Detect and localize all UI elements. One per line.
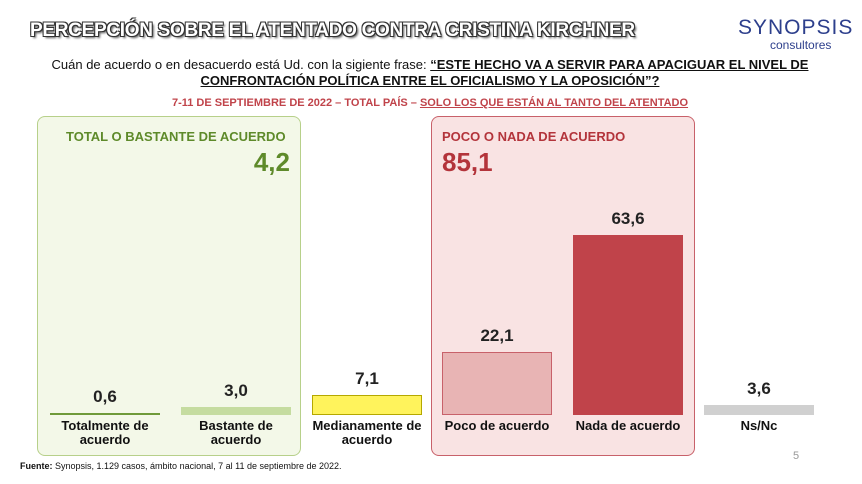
group-total: 4,2: [253, 147, 290, 177]
value-label: 22,1: [480, 326, 514, 346]
group-title: TOTAL O BASTANTE DE ACUERDO: [66, 129, 286, 144]
bar: [442, 352, 552, 415]
value-label: 63,6: [611, 209, 645, 228]
source: Fuente: Synopsis, 1.129 casos, ámbito na…: [20, 461, 342, 471]
category-label: Poco de acuerdo: [444, 418, 550, 433]
category-label: Ns/Nc: [740, 418, 778, 433]
brand-sub: consultores: [770, 38, 832, 52]
title: PERCEPCIÓN SOBRE EL ATENTADO CONTRA CRIS…: [30, 20, 635, 41]
question-quote: “ESTE HECHO VA A SERVIR PARA APACIGUAR E…: [200, 57, 809, 88]
group-box: TOTAL O BASTANTE DE ACUERDO 4,2: [37, 116, 301, 456]
bar: [312, 394, 422, 415]
group-title: POCO O NADA DE ACUERDO: [442, 129, 626, 144]
question: Cuán de acuerdo o en desacuerdo está Ud.…: [30, 57, 830, 89]
date: 7-11 DE SEPTIEMBRE DE 2022 – TOTAL PAÍS …: [171, 97, 420, 109]
category-label: Totalmente de acuerdo: [61, 418, 149, 447]
category-label: Bastante de acuerdo: [199, 418, 273, 447]
date-scope: SOLO LOS QUE ESTÁN AL TANTO DEL ATENTADO: [419, 97, 689, 109]
group-total: 85,1: [442, 147, 493, 177]
category-label: Medianamente de acuerdo: [312, 418, 422, 447]
category-label: Nada de acuerdo: [575, 418, 681, 433]
page-number: 5: [793, 450, 800, 462]
value-label: 0,6: [93, 387, 117, 407]
source-text: Synopsis, 1.129 casos, ámbito nacional, …: [52, 461, 342, 471]
value-label: 3,6: [747, 378, 771, 398]
value-label: 7,1: [355, 368, 379, 388]
bar: [573, 235, 683, 415]
bar: [181, 406, 291, 415]
bar: [50, 413, 160, 415]
question-suffix: ?: [651, 73, 660, 88]
question-prefix: Cuán de acuerdo o en desacuerdo está Ud.…: [51, 57, 431, 72]
bar: [704, 404, 814, 415]
value-label: 3,0: [224, 380, 248, 400]
source-label: Fuente:: [20, 461, 53, 471]
brand: SYNOPSIS: [738, 16, 854, 39]
date-line: 7-11 DE SEPTIEMBRE DE 2022 – TOTAL PAÍS …: [30, 97, 830, 109]
